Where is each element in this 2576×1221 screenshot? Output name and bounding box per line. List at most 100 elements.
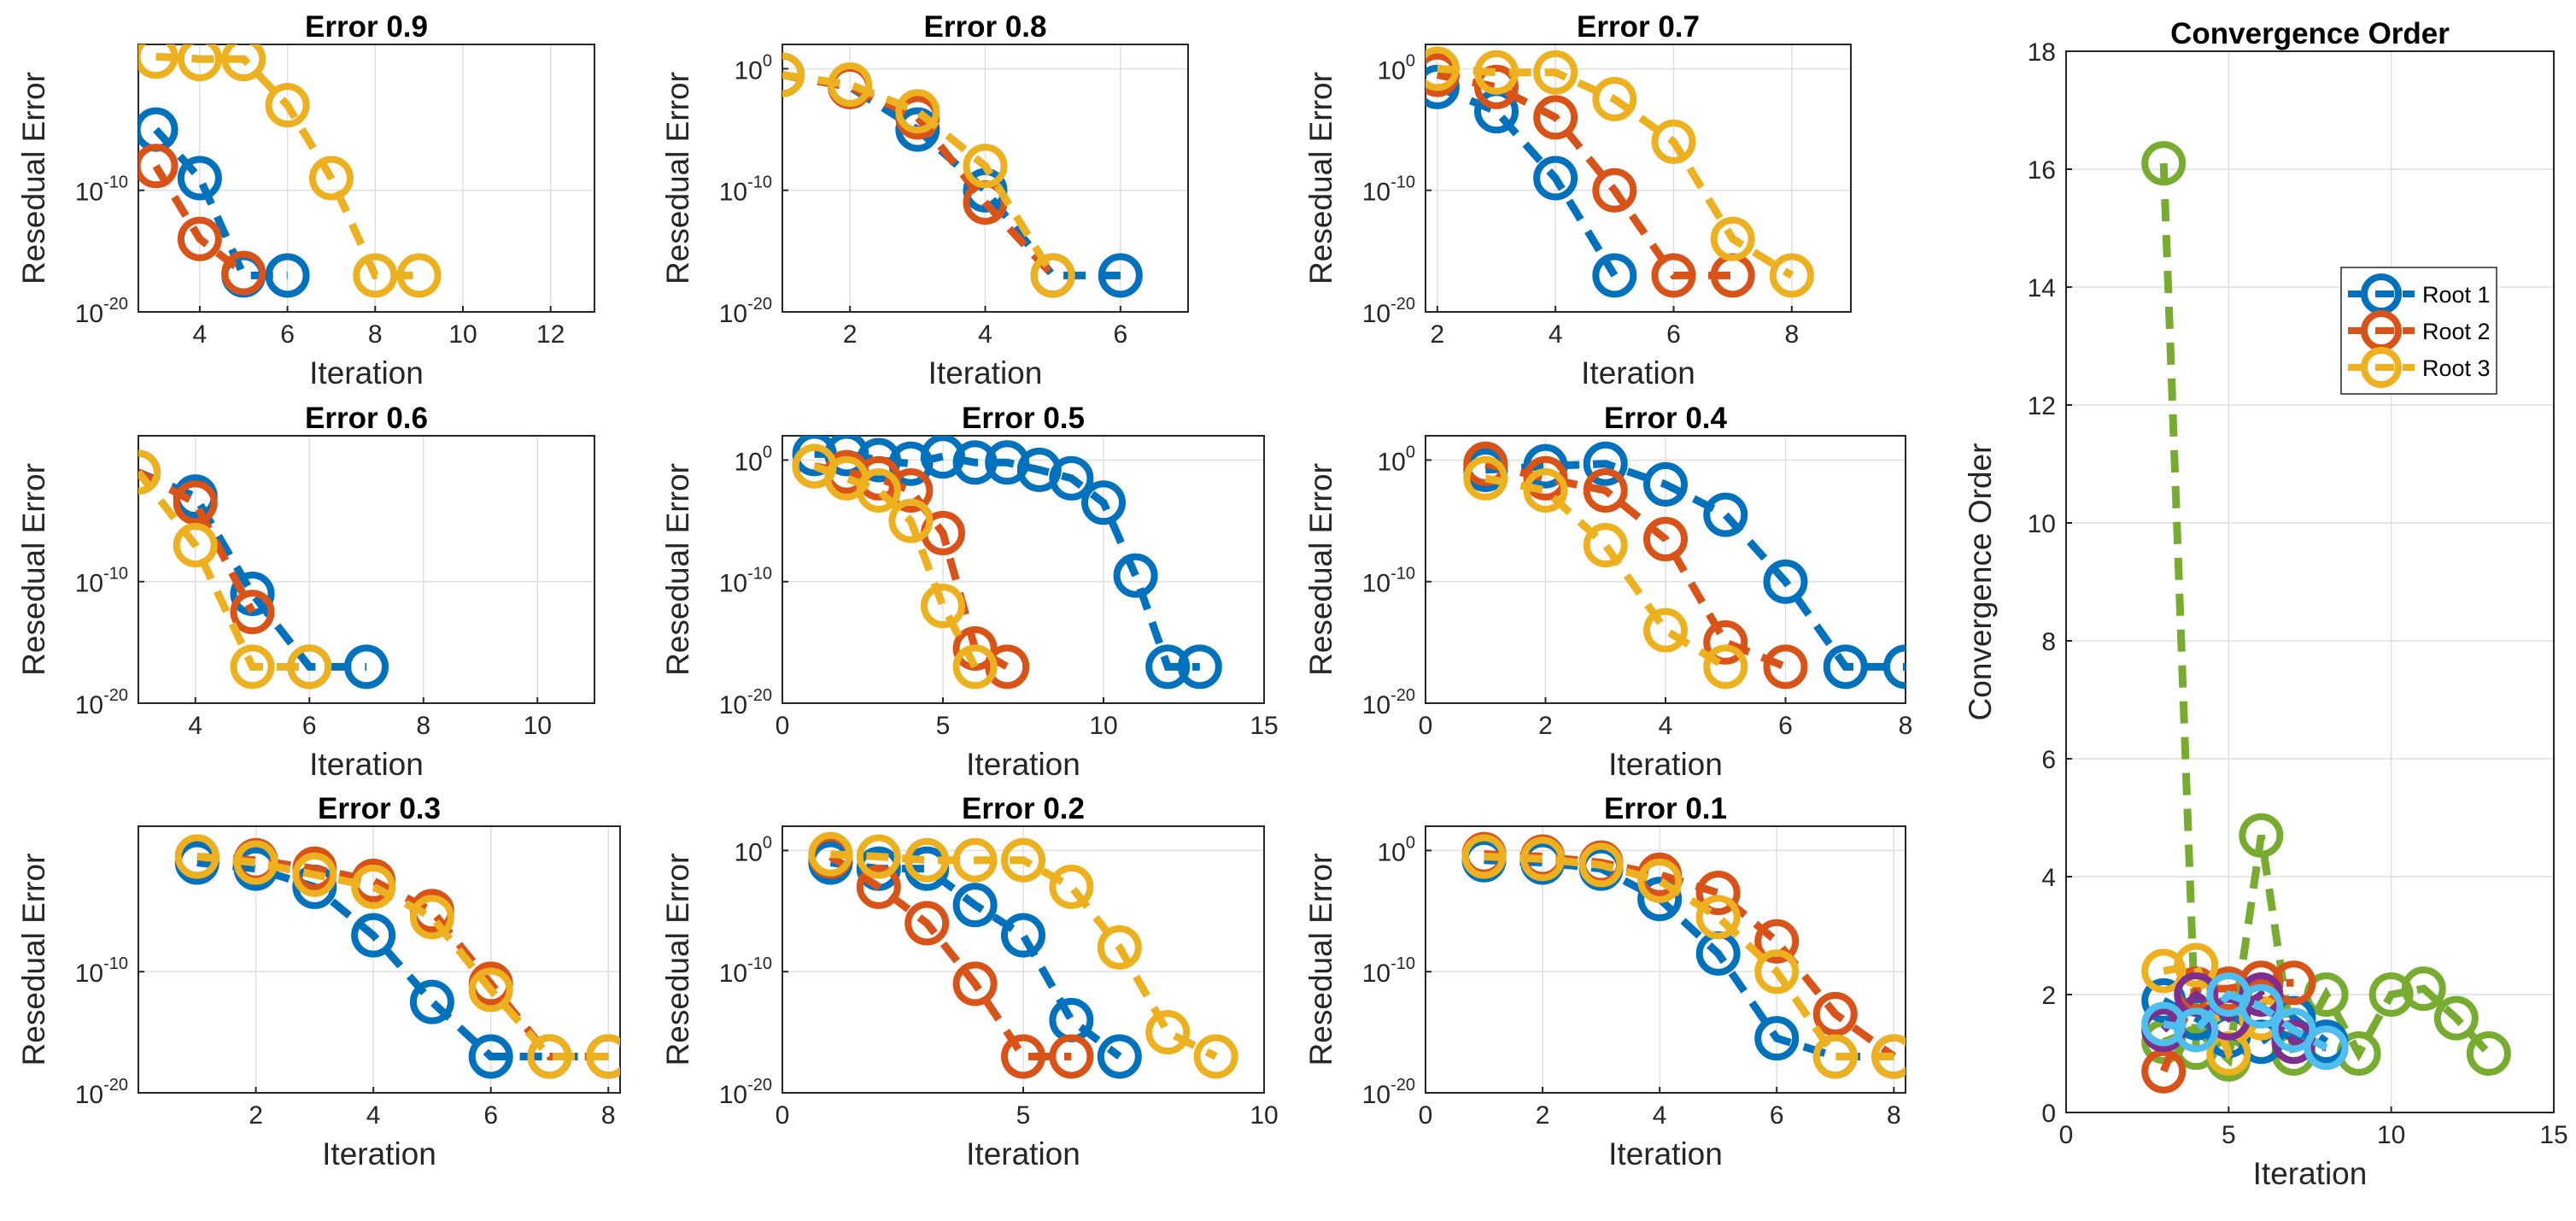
data-point — [233, 840, 278, 885]
data-point — [2141, 1048, 2187, 1094]
data-point — [1703, 644, 1748, 690]
series-root-3 — [174, 834, 620, 1079]
data-point — [1463, 455, 1508, 501]
data-point — [2239, 983, 2284, 1029]
legend-marker — [2361, 347, 2402, 388]
data-point — [856, 468, 901, 514]
y-tick-label: 10-10 — [1362, 173, 1415, 207]
data-point — [409, 895, 454, 940]
data-point — [921, 436, 965, 479]
chart-title: Convergence Order — [2170, 17, 2450, 50]
y-tick-label: 10-20 — [719, 1076, 772, 1109]
data-point — [1592, 167, 1637, 213]
data-point — [1592, 253, 1637, 298]
x-tick-label: 8 — [1899, 712, 1913, 740]
x-axis-label: Iteration — [309, 355, 424, 390]
y-tick-label: 6 — [2041, 746, 2056, 774]
data-point — [1145, 644, 1191, 690]
y-tick-exponent: -10 — [747, 565, 772, 584]
data-point — [1001, 1034, 1045, 1079]
data-point — [1533, 156, 1578, 201]
y-tick-exponent: -20 — [747, 1076, 772, 1095]
data-point — [1651, 253, 1696, 298]
series-root-1 — [792, 436, 1222, 690]
y-tick-label: 10-20 — [719, 295, 772, 328]
data-layer — [1463, 441, 1906, 690]
y-tick-base: 10 — [1378, 448, 1406, 476]
x-tick-label: 15 — [1250, 712, 1278, 740]
x-tick-label: 6 — [1778, 712, 1793, 740]
y-tick-exponent: 0 — [1406, 833, 1415, 852]
y-tick-base: 10 — [75, 179, 103, 207]
data-point — [1812, 1034, 1858, 1079]
data-point — [985, 644, 1030, 690]
data-point — [396, 253, 442, 298]
y-tick-label: 18 — [2028, 38, 2056, 67]
x-tick-label: 5 — [1016, 1101, 1031, 1130]
data-point — [808, 831, 853, 877]
x-axis-label: Iteration — [966, 1136, 1080, 1171]
data-point — [2174, 942, 2219, 988]
data-point — [1710, 216, 1755, 261]
data-point — [1643, 461, 1688, 507]
series-root-3 — [808, 831, 1238, 1079]
data-point — [292, 852, 337, 897]
data-point — [856, 864, 901, 909]
data-point — [308, 156, 354, 201]
axes-box — [138, 435, 595, 704]
y-tick-label: 10-20 — [75, 295, 128, 328]
y-tick-exponent: -10 — [747, 954, 772, 973]
data-point — [1426, 46, 1460, 91]
y-tick-base: 10 — [75, 300, 103, 328]
y-tick-exponent: 0 — [763, 443, 772, 461]
x-tick-label: 10 — [2377, 1121, 2405, 1149]
y-tick-label: 10 — [2028, 510, 2056, 538]
data-point — [173, 523, 218, 568]
data-point — [1703, 619, 1748, 665]
x-tick-label: 4 — [193, 320, 208, 349]
y-tick-exponent: -10 — [103, 173, 128, 192]
y-tick-base: 10 — [719, 691, 747, 719]
data-point — [138, 144, 179, 189]
data-point — [895, 107, 940, 152]
x-tick-label: 6 — [302, 712, 317, 740]
data-point — [1695, 895, 1741, 940]
data-point — [985, 440, 1030, 485]
data-point — [1583, 523, 1628, 568]
data-point — [353, 253, 398, 298]
x-tick-label: 5 — [2222, 1121, 2236, 1149]
data-point — [177, 44, 222, 82]
series-root-3 — [138, 44, 442, 298]
data-point — [1030, 253, 1075, 298]
y-tick-base: 10 — [719, 179, 747, 207]
y-tick-base: 10 — [719, 300, 747, 328]
y-tick-exponent: -10 — [1390, 565, 1415, 584]
data-point — [2401, 966, 2446, 1012]
x-tick-label: 6 — [483, 1101, 498, 1130]
data-layer — [138, 449, 389, 690]
data-point — [173, 480, 218, 525]
y-tick-label: 100 — [1378, 833, 1416, 866]
x-axis-label: Iteration — [322, 1136, 436, 1171]
legend-label: Root 3 — [2422, 355, 2491, 381]
data-point — [230, 644, 275, 690]
series-line — [196, 852, 609, 1060]
legend-label: Root 1 — [2422, 282, 2491, 308]
y-tick-exponent: -10 — [103, 954, 128, 973]
x-tick-label: 2 — [1536, 1101, 1550, 1130]
x-axis-label: Iteration — [2253, 1156, 2368, 1191]
y-tick-exponent: -20 — [103, 295, 128, 314]
y-axis-label: Resedual Error — [16, 72, 51, 285]
data-point — [1049, 455, 1094, 501]
data-point — [344, 644, 389, 690]
y-tick-label: 10-20 — [1362, 295, 1415, 328]
data-point — [1769, 253, 1814, 298]
y-tick-exponent: -20 — [1390, 1076, 1415, 1095]
x-tick-label: 10 — [448, 320, 477, 349]
data-point — [351, 864, 396, 909]
y-tick-label: 8 — [2041, 628, 2056, 656]
y-tick-base: 10 — [1378, 838, 1406, 866]
